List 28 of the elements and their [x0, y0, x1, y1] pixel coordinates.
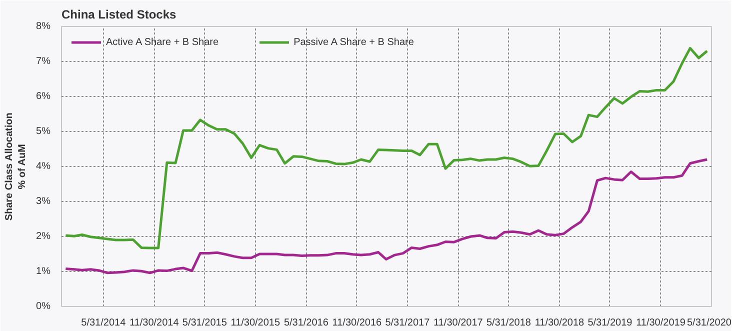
- x-tick-label: 5/31/2015: [182, 318, 228, 328]
- y-tick-label: 8%: [36, 21, 51, 32]
- legend-label: Active A Share + B Share: [106, 36, 219, 48]
- x-tick-label: 11/30/2017: [434, 318, 484, 328]
- y-tick-label: 2%: [36, 231, 51, 242]
- x-tick-label: 5/31/2014: [81, 318, 126, 328]
- x-tick-label: 11/30/2016: [332, 318, 382, 328]
- x-tick-label: 11/30/2014: [130, 318, 180, 328]
- x-tick-label: 11/30/2019: [636, 318, 686, 328]
- line-series: [64, 46, 708, 250]
- y-tick-label: 7%: [36, 56, 51, 67]
- x-tick-label: 11/30/2018: [534, 318, 585, 328]
- y-tick-label: 4%: [36, 161, 51, 172]
- y-tick-label: 6%: [36, 91, 51, 102]
- line-series: [64, 158, 708, 274]
- legend-label: Passive A Share + B Share: [294, 36, 414, 48]
- y-axis-title: Share Class Allocation % of AuM: [4, 112, 28, 221]
- x-tick-label: 5/31/2016: [284, 318, 329, 328]
- y-tick-label: 0%: [36, 301, 51, 312]
- y-tick-label: 1%: [36, 266, 51, 277]
- x-tick-label: 5/31/2018: [486, 318, 532, 328]
- y-tick-label: 5%: [36, 126, 51, 137]
- x-tick-label: 11/30/2015: [230, 318, 281, 328]
- x-tick-label: 5/31/2019: [588, 318, 633, 328]
- chart-title: China Listed Stocks: [62, 8, 177, 22]
- x-tick-label: 5/31/2020: [687, 318, 732, 328]
- y-tick-label: 3%: [36, 196, 51, 207]
- x-tick-label: 5/31/2017: [385, 318, 430, 328]
